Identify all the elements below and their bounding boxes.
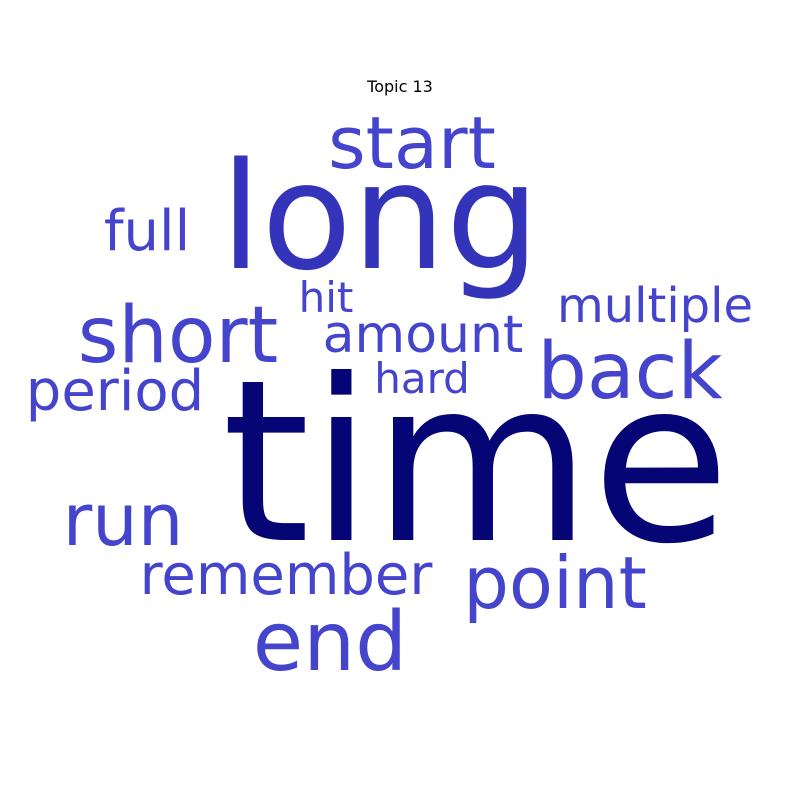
word-full: full [104,199,190,264]
word-hit: hit [299,273,354,322]
word-period: period [26,359,204,424]
word-start: start [328,101,496,185]
word-remember: remember [140,543,434,608]
word-multiple: multiple [557,278,753,334]
word-end: end [253,595,407,690]
word-back: back [537,327,722,417]
word-point: point [463,541,647,625]
word-hard: hard [374,354,470,403]
chart-title: Topic 13 [366,77,433,96]
